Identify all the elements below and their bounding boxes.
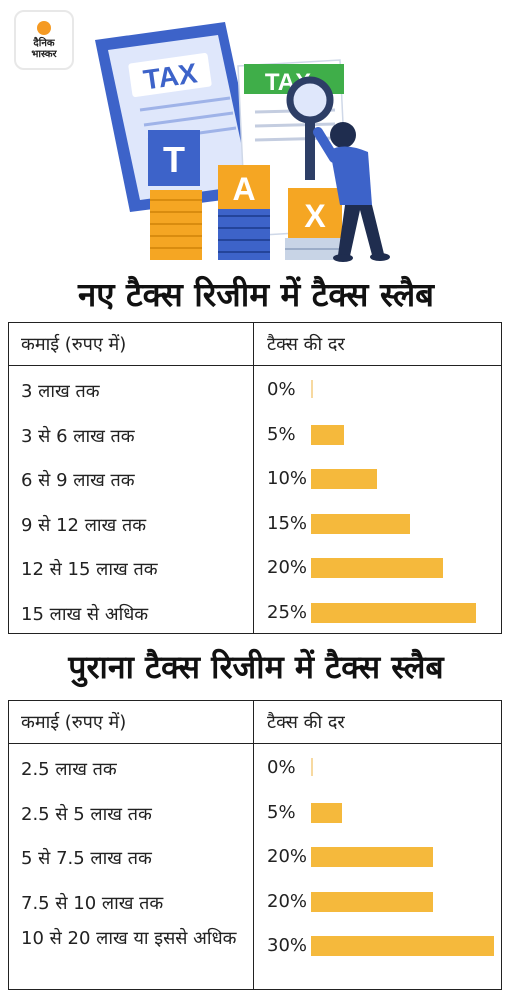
tax-rate-bar: [311, 558, 443, 578]
income-range-label: 9 से 12 लाख तक: [21, 514, 147, 536]
income-range-label: 3 लाख तक: [21, 381, 100, 402]
column-divider: [253, 701, 254, 989]
magnifier-icon: [286, 76, 334, 180]
new-regime-title: नए टैक्स रिजीम में टैक्स स्लैब: [77, 275, 435, 314]
income-range-label: 7.5 से 10 लाख तक: [21, 892, 164, 914]
tax-rate-label: 30%: [267, 935, 308, 956]
tax-rate-label: 15%: [267, 512, 308, 534]
tax-sheet-blue-label: TAX: [141, 57, 199, 95]
tax-rate-label: 5%: [267, 801, 296, 823]
income-range-label: 12 से 15 लाख तक: [21, 559, 158, 580]
new-regime-table: कमाई (रुपए में) टैक्स की दर 3 लाख तक 0% 3 …: [8, 322, 502, 634]
old-regime-table: कमाई (रुपए में) टैक्स की दर 2.5 लाख तक 0%…: [8, 700, 502, 990]
tax-rate-bar: [311, 513, 410, 534]
tax-rate-bar: [311, 602, 476, 623]
tax-rate-label: 25%: [267, 601, 308, 623]
income-range-label: 6 से 9 लाख तक: [21, 470, 135, 491]
tax-rate-bar: [311, 758, 313, 776]
tax-rate-label: 20%: [267, 557, 308, 578]
block-x-letter: X: [304, 198, 326, 234]
tax-rate-label: 0%: [267, 757, 296, 778]
tax-rate-bar: [311, 424, 344, 445]
logo-dainik-bhaskar: दैनिक भास्कर: [14, 10, 74, 70]
income-range-label: 10 से 20 लाख या इससे अधिक: [21, 928, 237, 949]
tax-rate-bar: [311, 891, 433, 912]
table-header: [9, 323, 501, 366]
coin-stack-blue: [218, 205, 270, 260]
tax-rate-bar: [311, 469, 377, 489]
tax-rate-bar: [311, 936, 494, 956]
block-t-letter: T: [163, 139, 185, 180]
header-income: कमाई (रुपए में): [21, 334, 127, 355]
tax-rate-bar: [311, 380, 313, 398]
header-tax-rate: टैक्स की दर: [267, 334, 345, 355]
tax-rate-label: 10%: [267, 468, 308, 489]
column-divider: [253, 323, 254, 633]
tax-rate-label: 0%: [267, 379, 296, 400]
person-figure: [313, 122, 390, 262]
income-range-label: 15 लाख से अधिक: [21, 603, 149, 625]
coin-stack-gold: [150, 190, 202, 260]
tax-rate-bar: [311, 847, 433, 867]
tax-rate-bar: [311, 802, 342, 823]
logo-text-line2: भास्कर: [31, 48, 57, 60]
income-range-label: 3 से 6 लाख तक: [21, 425, 135, 447]
header-income: कमाई (रुपए में): [21, 712, 127, 733]
hero-illustration: TAX TAX: [0, 0, 512, 270]
block-a-letter: A: [232, 171, 255, 207]
table-header: [9, 701, 501, 744]
tax-rate-label: 20%: [267, 890, 308, 912]
old-regime-title: पुराना टैक्स रिजीम में टैक्स स्लैब: [68, 648, 444, 686]
sun-icon: [37, 20, 51, 35]
tax-rate-label: 5%: [267, 423, 296, 445]
tax-rate-label: 20%: [267, 846, 308, 867]
logo-text-line1: दैनिक: [33, 37, 55, 49]
block-a: A: [218, 165, 270, 209]
header-tax-rate: टैक्स की दर: [267, 712, 345, 733]
coin-stack-grey: [285, 238, 345, 260]
block-x: X: [288, 188, 342, 238]
tax-illustration: TAX TAX: [95, 22, 390, 262]
income-range-label: 2.5 लाख तक: [21, 759, 117, 780]
block-t: T: [148, 130, 200, 186]
income-range-label: 5 से 7.5 लाख तक: [21, 848, 152, 869]
tax-sheet-blue: TAX: [95, 22, 262, 212]
income-range-label: 2.5 से 5 लाख तक: [21, 803, 152, 825]
